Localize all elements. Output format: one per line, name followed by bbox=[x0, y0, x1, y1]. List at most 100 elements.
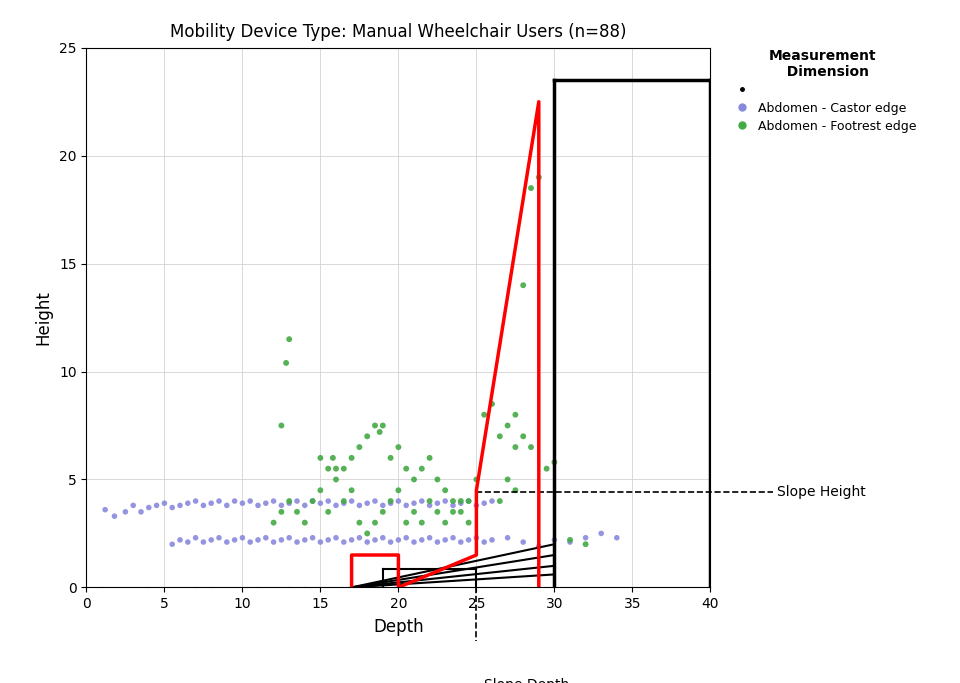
Point bbox=[298, 534, 313, 545]
Point bbox=[422, 496, 438, 507]
Point bbox=[97, 504, 113, 515]
Y-axis label: Height: Height bbox=[35, 290, 52, 345]
Point bbox=[438, 485, 453, 496]
Point bbox=[453, 496, 468, 507]
Point bbox=[484, 398, 499, 409]
Point bbox=[500, 532, 516, 543]
Point bbox=[313, 537, 328, 548]
Point bbox=[391, 485, 406, 496]
Point bbox=[164, 502, 180, 513]
Point bbox=[578, 539, 593, 550]
Point bbox=[375, 532, 391, 543]
Point bbox=[234, 498, 250, 509]
Point bbox=[243, 496, 258, 507]
Point bbox=[149, 500, 164, 511]
Point bbox=[430, 506, 445, 517]
Point bbox=[359, 498, 374, 509]
Point bbox=[508, 409, 523, 420]
Point bbox=[438, 496, 453, 507]
Point bbox=[173, 534, 188, 545]
Point bbox=[328, 463, 344, 474]
Point bbox=[445, 500, 461, 511]
Point bbox=[461, 517, 476, 528]
Point bbox=[204, 498, 219, 509]
Point bbox=[289, 496, 304, 507]
Point bbox=[372, 426, 388, 437]
Point bbox=[468, 500, 484, 511]
Point bbox=[383, 452, 398, 463]
Point bbox=[258, 532, 274, 543]
Legend: , Abdomen - Castor edge, Abdomen - Footrest edge: , Abdomen - Castor edge, Abdomen - Footr… bbox=[730, 48, 917, 133]
Point bbox=[133, 506, 149, 517]
Point bbox=[430, 537, 445, 548]
Point bbox=[508, 485, 523, 496]
Point bbox=[344, 496, 359, 507]
Point bbox=[391, 534, 406, 545]
Point bbox=[461, 534, 476, 545]
Point bbox=[383, 537, 398, 548]
Point bbox=[274, 500, 289, 511]
Point bbox=[391, 496, 406, 507]
Point bbox=[351, 500, 367, 511]
Point bbox=[539, 463, 554, 474]
Text: Slope Depth: Slope Depth bbox=[484, 678, 569, 683]
Point bbox=[375, 500, 391, 511]
Point bbox=[325, 452, 341, 463]
Point bbox=[211, 532, 227, 543]
Point bbox=[281, 532, 297, 543]
Point bbox=[243, 537, 258, 548]
Point bbox=[359, 528, 374, 539]
Point bbox=[336, 537, 351, 548]
Point bbox=[368, 517, 383, 528]
X-axis label: Depth: Depth bbox=[373, 618, 423, 636]
Point bbox=[578, 532, 593, 543]
Point bbox=[414, 517, 429, 528]
Point bbox=[414, 534, 429, 545]
Point bbox=[274, 534, 289, 545]
Point bbox=[180, 537, 196, 548]
Point bbox=[406, 498, 421, 509]
Point bbox=[476, 537, 492, 548]
Point bbox=[445, 496, 461, 507]
Point bbox=[383, 498, 398, 509]
Point bbox=[516, 537, 531, 548]
Point bbox=[422, 452, 438, 463]
Point bbox=[156, 498, 172, 509]
Point bbox=[281, 498, 297, 509]
Point bbox=[516, 431, 531, 442]
Point bbox=[453, 506, 468, 517]
Point bbox=[328, 474, 344, 485]
Point bbox=[258, 498, 274, 509]
Point bbox=[164, 539, 180, 550]
Point bbox=[321, 506, 336, 517]
Point bbox=[414, 496, 429, 507]
Point bbox=[219, 537, 234, 548]
Point bbox=[563, 537, 578, 548]
Point bbox=[359, 431, 374, 442]
Point bbox=[508, 442, 523, 453]
Point bbox=[500, 474, 516, 485]
Point bbox=[468, 532, 484, 543]
Point bbox=[251, 534, 266, 545]
Point bbox=[563, 534, 578, 545]
Point bbox=[305, 532, 321, 543]
Point bbox=[391, 442, 406, 453]
Point bbox=[531, 541, 546, 552]
Point bbox=[274, 420, 289, 431]
Point bbox=[219, 500, 234, 511]
Point bbox=[204, 534, 219, 545]
Point bbox=[461, 496, 476, 507]
Point bbox=[336, 496, 351, 507]
Point bbox=[328, 500, 344, 511]
Point bbox=[453, 498, 468, 509]
Point bbox=[453, 537, 468, 548]
Point bbox=[321, 534, 336, 545]
Point bbox=[305, 496, 321, 507]
Point bbox=[398, 463, 414, 474]
Point bbox=[118, 506, 133, 517]
Point bbox=[266, 496, 281, 507]
Point bbox=[289, 537, 304, 548]
Point bbox=[313, 498, 328, 509]
Point bbox=[351, 517, 367, 528]
Point bbox=[344, 485, 359, 496]
